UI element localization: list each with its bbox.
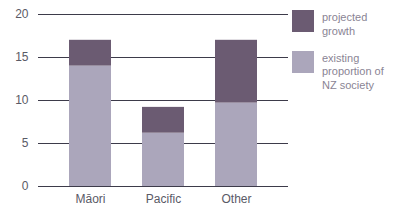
svg-text:5: 5 <box>22 136 29 150</box>
svg-text:Other: Other <box>221 192 251 206</box>
html-text:projected growth: projected growth <box>322 11 368 37</box>
svg-text:10: 10 <box>15 93 29 107</box>
svg-text:15: 15 <box>15 50 29 64</box>
svg-text:Pacific: Pacific <box>146 192 181 206</box>
svg-text:Māori: Māori <box>75 192 105 206</box>
svg-text:0: 0 <box>22 179 29 193</box>
svg-text:20: 20 <box>15 7 29 21</box>
html-text:existing proportion of NZ soci: existing proportion of NZ society <box>322 51 384 91</box>
